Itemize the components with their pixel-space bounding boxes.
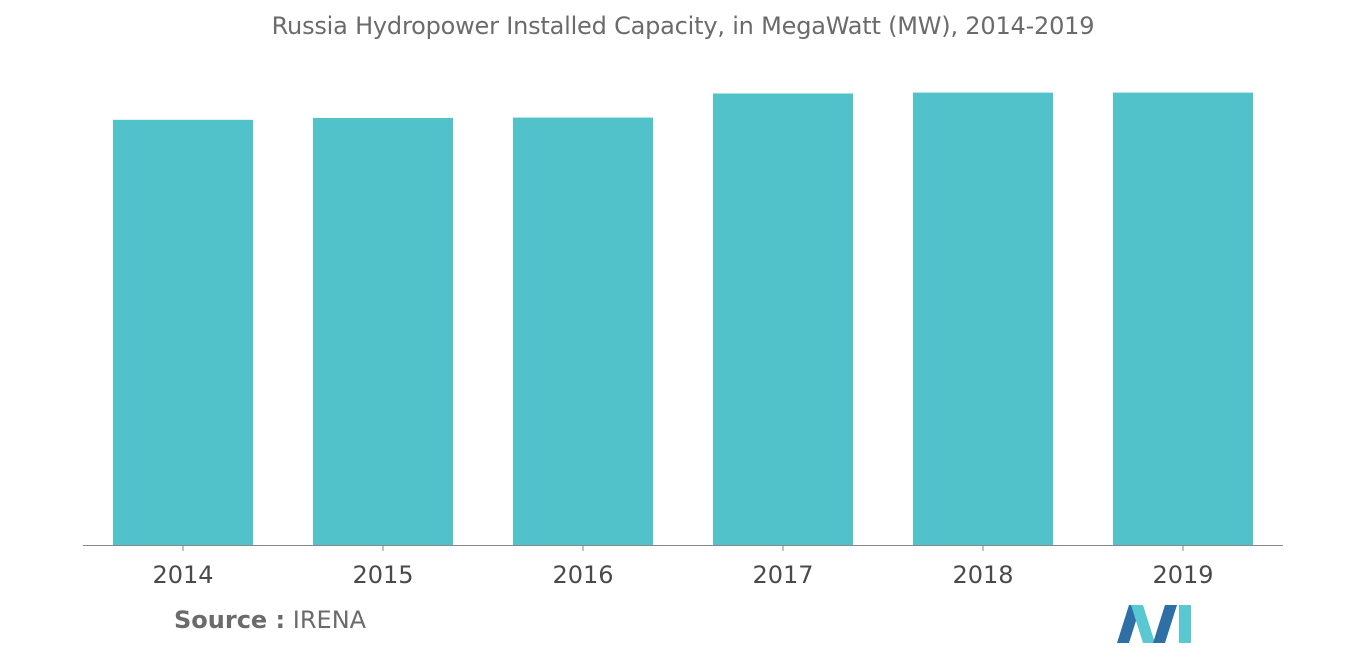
bar-2017 [713,93,853,545]
source-value: IRENA [292,606,367,634]
x-tick-label: 2014 [152,561,213,589]
bar-2016 [513,117,653,545]
x-tick-label: 2019 [1152,561,1213,589]
bar-chart: 2014 2015 2016 2017 2018 2019 [83,92,1283,589]
mordor-intelligence-logo-icon [1117,605,1191,643]
bar-2018 [913,92,1053,545]
source-label: Source : [174,606,286,634]
bar-2014 [113,119,253,546]
x-tick-label: 2016 [552,561,613,589]
bar-2019 [1113,92,1253,545]
bar-2015 [313,117,453,546]
x-tick-label: 2018 [952,561,1013,589]
chart-title: Russia Hydropower Installed Capacity, in… [271,12,1095,40]
x-tick-label: 2015 [352,561,413,589]
source-note: Source : IRENA [174,606,366,634]
x-tick-label: 2017 [752,561,813,589]
